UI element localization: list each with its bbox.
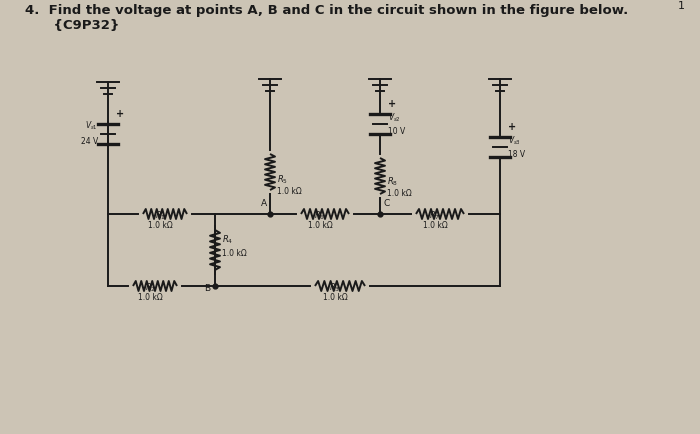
Text: 1.0 kΩ: 1.0 kΩ [387, 190, 412, 198]
Text: $R_4$: $R_4$ [222, 234, 233, 246]
Text: 1.0 kΩ: 1.0 kΩ [148, 221, 172, 230]
Text: $V_{s2}$: $V_{s2}$ [388, 112, 401, 124]
Text: 1.0 kΩ: 1.0 kΩ [277, 187, 302, 197]
Text: $R_3$: $R_3$ [330, 282, 341, 294]
Text: $V_{s3}$: $V_{s3}$ [508, 134, 521, 147]
Text: +: + [388, 99, 396, 109]
Text: {C9P32}: {C9P32} [35, 19, 120, 32]
Text: 10 V: 10 V [388, 128, 405, 137]
Text: 1.0 kΩ: 1.0 kΩ [222, 249, 246, 257]
Text: 1.0 kΩ: 1.0 kΩ [423, 221, 447, 230]
Text: C: C [384, 199, 391, 208]
Text: A: A [261, 199, 267, 208]
Text: $R_7$: $R_7$ [430, 210, 440, 222]
Text: $V_{s1}$: $V_{s1}$ [85, 120, 98, 132]
Text: 1.0 kΩ: 1.0 kΩ [307, 221, 332, 230]
Text: $R_2$: $R_2$ [144, 282, 155, 294]
Text: $R_6$: $R_6$ [314, 210, 326, 222]
Text: +: + [508, 122, 516, 132]
Text: $R_8$: $R_8$ [387, 176, 398, 188]
Text: 1.0 kΩ: 1.0 kΩ [323, 293, 347, 302]
Text: B: B [204, 284, 210, 293]
Text: $R_5$: $R_5$ [277, 174, 288, 186]
Text: $R_1$: $R_1$ [155, 210, 165, 222]
Text: 4.  Find the voltage at points A, B and C in the circuit shown in the figure bel: 4. Find the voltage at points A, B and C… [25, 4, 629, 17]
Text: 24 V: 24 V [80, 138, 98, 147]
Text: 1: 1 [678, 1, 685, 11]
Text: 1.0 kΩ: 1.0 kΩ [138, 293, 162, 302]
Text: +: + [116, 109, 124, 119]
Text: 18 V: 18 V [508, 150, 525, 159]
